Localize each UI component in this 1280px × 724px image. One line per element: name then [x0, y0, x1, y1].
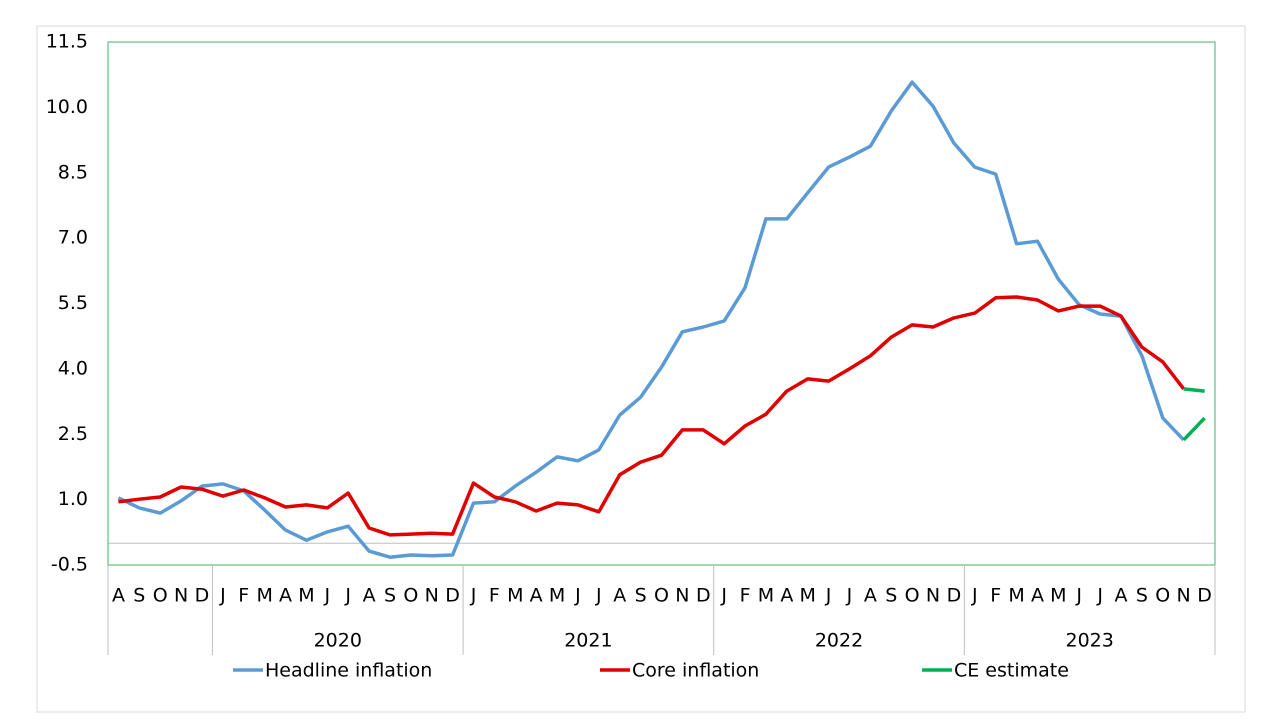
x-tick-label: O: [905, 585, 920, 607]
chart-frame: [36, 25, 1246, 713]
y-tick-label: 10.0: [46, 96, 88, 118]
x-tick-label: J: [825, 585, 832, 607]
x-tick-label: F: [740, 585, 751, 607]
y-tick-label: 5.5: [58, 292, 88, 314]
legend-label: Headline inflation: [265, 660, 432, 682]
y-tick-label: 1.0: [58, 488, 88, 510]
x-tick-label: N: [425, 585, 439, 607]
x-tick-label: J: [1096, 585, 1103, 607]
x-tick-label: J: [595, 585, 602, 607]
year-label: 2021: [564, 630, 612, 652]
x-tick-label: N: [1177, 585, 1191, 607]
x-tick-label: J: [344, 585, 351, 607]
x-tick-label: A: [864, 585, 877, 607]
x-tick-label: D: [1197, 585, 1212, 607]
x-tick-label: M: [800, 585, 816, 607]
x-tick-label: S: [1136, 585, 1148, 607]
x-tick-label: M: [507, 585, 523, 607]
x-tick-label: S: [384, 585, 396, 607]
x-tick-label: A: [530, 585, 543, 607]
x-tick-label: O: [1155, 585, 1170, 607]
plot-border: [107, 41, 1216, 566]
x-tick-label: J: [324, 585, 331, 607]
x-tick-label: O: [654, 585, 669, 607]
x-tick-label: J: [971, 585, 978, 607]
legend-label: Core inflation: [632, 660, 759, 682]
x-tick-label: M: [1008, 585, 1024, 607]
legend-label: CE estimate: [954, 660, 1069, 682]
x-tick-label: M: [758, 585, 774, 607]
x-tick-label: A: [613, 585, 626, 607]
x-tick-label: F: [238, 585, 249, 607]
y-tick-label: 2.5: [58, 423, 88, 445]
x-tick-label: S: [133, 585, 145, 607]
x-tick-label: M: [549, 585, 565, 607]
x-tick-label: J: [574, 585, 581, 607]
x-tick-label: N: [926, 585, 940, 607]
x-tick-label: D: [445, 585, 460, 607]
x-tick-label: O: [153, 585, 168, 607]
x-tick-label: N: [174, 585, 188, 607]
year-label: 2020: [314, 630, 362, 652]
x-tick-label: M: [298, 585, 314, 607]
estimate-line: [1182, 416, 1206, 442]
x-tick-label: M: [1050, 585, 1066, 607]
x-tick-label: F: [489, 585, 500, 607]
x-tick-label: S: [635, 585, 647, 607]
y-tick-label: 7.0: [58, 227, 88, 249]
x-tick-label: D: [947, 585, 962, 607]
y-tick-label: -0.5: [51, 554, 88, 576]
x-tick-label: A: [112, 585, 125, 607]
x-tick-label: A: [363, 585, 376, 607]
x-tick-label: J: [846, 585, 853, 607]
line-series: [117, 80, 1185, 559]
x-tick-label: A: [1115, 585, 1128, 607]
x-tick-label: J: [470, 585, 477, 607]
x-tick-label: S: [885, 585, 897, 607]
x-tick-label: A: [1031, 585, 1044, 607]
estimate-line: [1183, 387, 1205, 393]
x-tick-label: D: [696, 585, 711, 607]
x-tick-label: J: [720, 585, 727, 607]
x-tick-label: M: [256, 585, 272, 607]
x-tick-label: A: [279, 585, 292, 607]
y-tick-label: 11.5: [46, 31, 88, 53]
y-tick-label: 8.5: [58, 161, 88, 183]
x-tick-label: F: [990, 585, 1001, 607]
x-tick-label: D: [195, 585, 210, 607]
x-tick-label: A: [780, 585, 793, 607]
y-tick-label: 4.0: [58, 357, 88, 379]
line-series: [118, 295, 1186, 537]
x-tick-label: O: [403, 585, 418, 607]
x-tick-label: N: [675, 585, 689, 607]
year-label: 2022: [815, 630, 863, 652]
x-tick-label: J: [1075, 585, 1082, 607]
year-label: 2023: [1065, 630, 1113, 652]
x-tick-label: J: [219, 585, 226, 607]
